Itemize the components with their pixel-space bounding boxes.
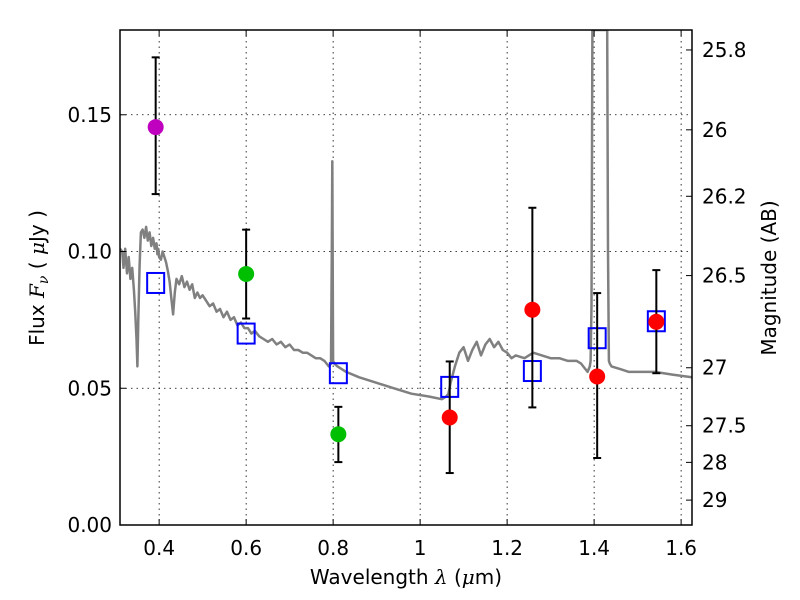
y2-tick-label: 25.8 [702,38,747,62]
model-photometry-square [236,322,256,345]
y-axis-label-text: Flux [25,298,49,346]
y2-tick-label: 26.2 [702,184,747,208]
model-spectrum-line [120,30,692,401]
x-tick-label: 1.2 [491,536,523,560]
y2-tick-label: 27.5 [702,414,747,438]
y2-tick-label: 29 [702,488,727,512]
x-tick-label: 0.4 [143,536,175,560]
observed-optical-point [330,426,347,443]
observed-uv-point [147,119,164,136]
y2-tick-label: 26 [702,118,727,142]
y-axis-label-f: F [25,283,49,299]
x-tick-label: 1.6 [665,536,697,560]
x-axis-label-text: Wavelength [310,565,435,589]
x-axis-label-mu: μ [462,565,475,589]
model-photometry-square [146,271,166,294]
observed-nir-point [589,368,606,385]
y-axis-label-unit: Jy ) [25,210,49,244]
y-tick-label: 0.00 [67,513,112,537]
x-tick-label: 0.6 [230,536,262,560]
y2-tick-label: 28 [702,450,727,474]
y2-tick-label: 26.5 [702,264,747,288]
observed-optical-point [238,265,255,282]
y-axis-label-mu: μ [25,242,49,255]
x-tick-label: 0.8 [317,536,349,560]
y2-tick-label: 27 [702,356,727,380]
y-tick-label: 0.05 [67,376,112,400]
x-tick-label: 1.4 [578,536,610,560]
observed-nir-point [524,301,541,318]
y-axis-label: Flux Fν ( μJy ) [25,210,52,346]
observed-nir-point [648,313,665,330]
y-axis-label-nu: ν [36,275,52,284]
x-axis-label-unit: m) [475,565,502,589]
x-tick-label: 1 [414,536,427,560]
observed-nir-point [441,409,458,426]
plot-frame [119,29,693,526]
x-axis-label-lambda: λ [434,565,448,589]
x-axis-label-open: ( [448,565,462,589]
model-photometry-square [328,362,348,385]
x-axis-label: Wavelength λ (μm) [310,565,502,589]
y2-axis-label: Magnitude (AB) [757,200,781,355]
y-tick-label: 0.15 [67,103,112,127]
axes-ticks: 0.4 0.6 0.8 1 1.2 1.4 1.6 0.00 0.05 0.10 0.15 25.8 2… [67,30,747,560]
plot-area [120,30,692,475]
y-axis-label-open: ( [25,255,49,276]
y-tick-label: 0.10 [67,240,112,264]
